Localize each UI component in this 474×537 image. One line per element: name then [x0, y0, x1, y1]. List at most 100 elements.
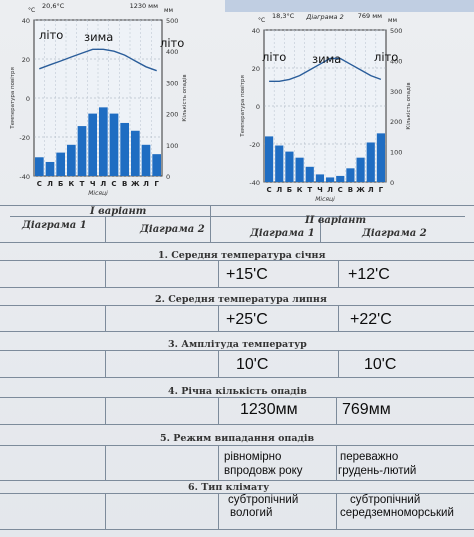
precip-tick-label: 500 — [390, 27, 402, 35]
precip-tick-label: 300 — [166, 79, 178, 87]
handwriting-c2-right: літо — [374, 50, 399, 64]
variant2-label: II варіант — [305, 215, 367, 226]
precip-tick-label: 100 — [166, 142, 178, 150]
handwriting-c2-mid: зима — [312, 52, 342, 66]
temp-tick-label: 0 — [26, 95, 30, 103]
row-divider — [338, 260, 339, 287]
header-precip: 1230 мм — [130, 2, 159, 10]
precip-bar — [99, 107, 108, 176]
precip-bar — [77, 126, 87, 176]
answer-6-variant2-d1-line1: субтропічний — [228, 494, 299, 506]
row-divider — [105, 350, 106, 377]
section-6-title: 6. Тип клімату — [188, 482, 270, 493]
row-line — [0, 493, 474, 494]
row-line — [0, 350, 474, 351]
x-axis-label: Місяці — [315, 196, 335, 203]
section-2-title: 2. Середня температура липня — [155, 294, 327, 305]
row-line — [0, 445, 474, 446]
table-variant-line — [10, 216, 465, 217]
answer-4-variant2-d2: 769мм — [342, 401, 391, 418]
precip-bar — [67, 144, 76, 176]
precip-tick-label: 500 — [166, 17, 178, 25]
header-diagram-3: Діаграма 1 — [250, 228, 315, 239]
header-diagram-1: Діаграма 1 — [22, 220, 87, 231]
row-divider — [105, 493, 106, 529]
y-axis-label: Температура повітря — [240, 75, 246, 138]
precip-bar — [346, 168, 355, 182]
unit-left: °C — [258, 17, 265, 24]
month-label: Л — [368, 186, 374, 194]
precip-bar — [109, 113, 119, 176]
precip-bar — [356, 157, 365, 182]
y2-axis-label: Кількість опадів — [406, 82, 412, 129]
precip-bar — [326, 177, 335, 182]
month-label: Г — [154, 180, 159, 188]
month-label: Л — [143, 180, 149, 188]
header-temp: 18,3°C — [272, 12, 295, 20]
header-precip: 769 мм — [358, 12, 382, 20]
row-line — [0, 331, 474, 332]
answer-5-variant2-d1-line2: впродовж року — [224, 465, 303, 477]
row-divider — [105, 305, 106, 331]
row-divider — [105, 260, 106, 287]
chart-title: Діаграма 2 — [305, 13, 343, 21]
handwriting-c2-left: літо — [262, 50, 287, 64]
precip-bar — [285, 151, 294, 182]
precip-bar — [275, 145, 284, 182]
answer-table: I варіант II варіант Діаграма 1 Діаграма… — [0, 205, 474, 537]
month-label: С — [37, 180, 42, 188]
precip-bar — [56, 152, 65, 176]
table-top-line — [0, 205, 474, 206]
handwriting-c1-right: літо — [160, 36, 185, 50]
precip-tick-label: 0 — [166, 173, 170, 181]
unit-right: мм — [164, 7, 173, 14]
month-label: С — [338, 186, 343, 194]
precip-tick-label: 200 — [390, 118, 402, 126]
row-divider — [218, 445, 219, 480]
precip-bar — [315, 174, 324, 182]
header-diagram-2: Діаграма 2 — [140, 224, 205, 235]
row-divider — [336, 397, 337, 424]
y-axis-label: Температура повітря — [10, 67, 16, 130]
table-header-bottom — [0, 242, 474, 243]
temperature-line — [269, 57, 382, 83]
precip-bar — [45, 161, 55, 176]
precip-bar — [376, 133, 385, 182]
precip-bar — [120, 122, 129, 176]
section-4-title: 4. Річна кількість опадів — [168, 386, 307, 397]
month-label: Л — [100, 180, 106, 188]
precip-tick-label: 400 — [166, 48, 178, 56]
row-line — [0, 260, 474, 261]
table-col-divider-3 — [320, 216, 321, 242]
temperature-line — [39, 48, 157, 72]
row-line — [0, 480, 474, 481]
month-label: В — [348, 186, 353, 194]
handwriting-c1-left: літо — [39, 28, 64, 42]
section-5-title: 5. Режим випадання опадів — [160, 433, 315, 444]
section-3-title: 3. Амплітуда температур — [168, 339, 307, 350]
header-temp: 20,6°C — [42, 2, 65, 10]
month-label: Л — [327, 186, 333, 194]
answer-6-variant2-d1-line2: вологий — [230, 507, 273, 519]
row-divider — [336, 445, 337, 480]
row-line — [0, 305, 474, 306]
precip-bar — [131, 130, 140, 176]
row-divider — [338, 305, 339, 331]
row-divider — [218, 350, 219, 377]
x-axis-label: Місяці — [88, 190, 108, 197]
precip-tick-label: 400 — [390, 57, 402, 65]
top-banner — [225, 0, 474, 12]
month-label: К — [68, 180, 74, 188]
precip-tick-label: 0 — [390, 179, 394, 187]
precip-bar — [265, 136, 274, 182]
answer-4-variant2-d1: 1230мм — [240, 401, 298, 418]
month-label: Ч — [317, 186, 323, 194]
row-divider — [218, 493, 219, 529]
temp-tick-label: -40 — [19, 173, 30, 181]
answer-6-variant2-d2-line2: середземноморський — [340, 507, 454, 519]
temp-tick-label: 0 — [256, 103, 260, 111]
answer-5-variant2-d2-line2: грудень-лютий — [338, 465, 417, 477]
